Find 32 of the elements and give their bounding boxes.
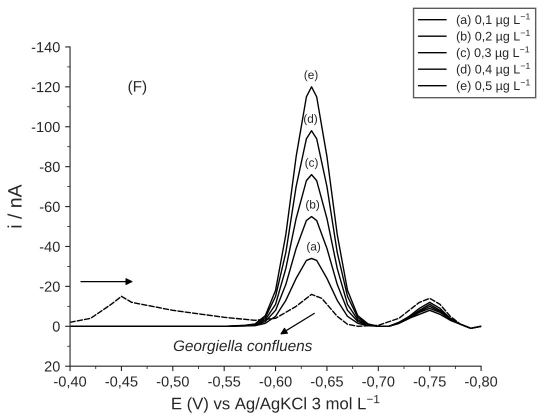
annotation: (d) <box>304 114 317 126</box>
x-tick-label: -0,45 <box>105 376 138 388</box>
y-tick-label: -60 <box>40 202 60 212</box>
x-tick-label: -0,75 <box>414 376 446 388</box>
y-tick-label: -20 <box>40 281 60 292</box>
y-axis-title: i / nA <box>7 184 22 228</box>
y-tick-label: -40 <box>40 242 60 252</box>
x-tick-label: -0,55 <box>208 376 240 388</box>
y-tick-label: 0 <box>52 321 60 332</box>
x-tick-label: -0,40 <box>54 376 86 388</box>
y-tick-label: -100 <box>32 122 60 132</box>
legend-label: (a) 0,1 µg L$^{−1}$ <box>456 13 530 27</box>
y-tick-label: -80 <box>40 162 60 172</box>
y-tick-label: 20 <box>44 361 60 372</box>
annotation: Georgiella confluens <box>174 340 312 354</box>
legend-label: (c) 0,3 µg L$^{−1}$ <box>456 46 530 60</box>
legend-label: (d) 0,4 µg L$^{−1}$ <box>456 62 530 76</box>
legend-label: (b) 0,2 µg L$^{−1}$ <box>456 30 530 44</box>
annotation: (b) <box>306 200 320 211</box>
x-axis-title: E (V) vs Ag/AgKCl 3 mol L$^{−1}$ <box>172 395 380 413</box>
legend-label: (e) 0,5 µg L$^{−1}$ <box>456 79 530 93</box>
x-tick-label: -0,60 <box>260 376 292 388</box>
annotation: (F) <box>128 80 146 95</box>
x-tick-label: -0,80 <box>465 376 498 388</box>
x-tick-label: -0,50 <box>156 376 189 388</box>
x-tick-label: -0,70 <box>362 376 394 388</box>
y-tick-label: -140 <box>32 42 60 52</box>
annotation: (c) <box>305 158 318 170</box>
annotation: (e) <box>304 70 318 82</box>
x-tick-label: -0,65 <box>310 376 343 388</box>
y-tick-label: -120 <box>32 82 60 92</box>
annotation: (a) <box>307 242 320 253</box>
